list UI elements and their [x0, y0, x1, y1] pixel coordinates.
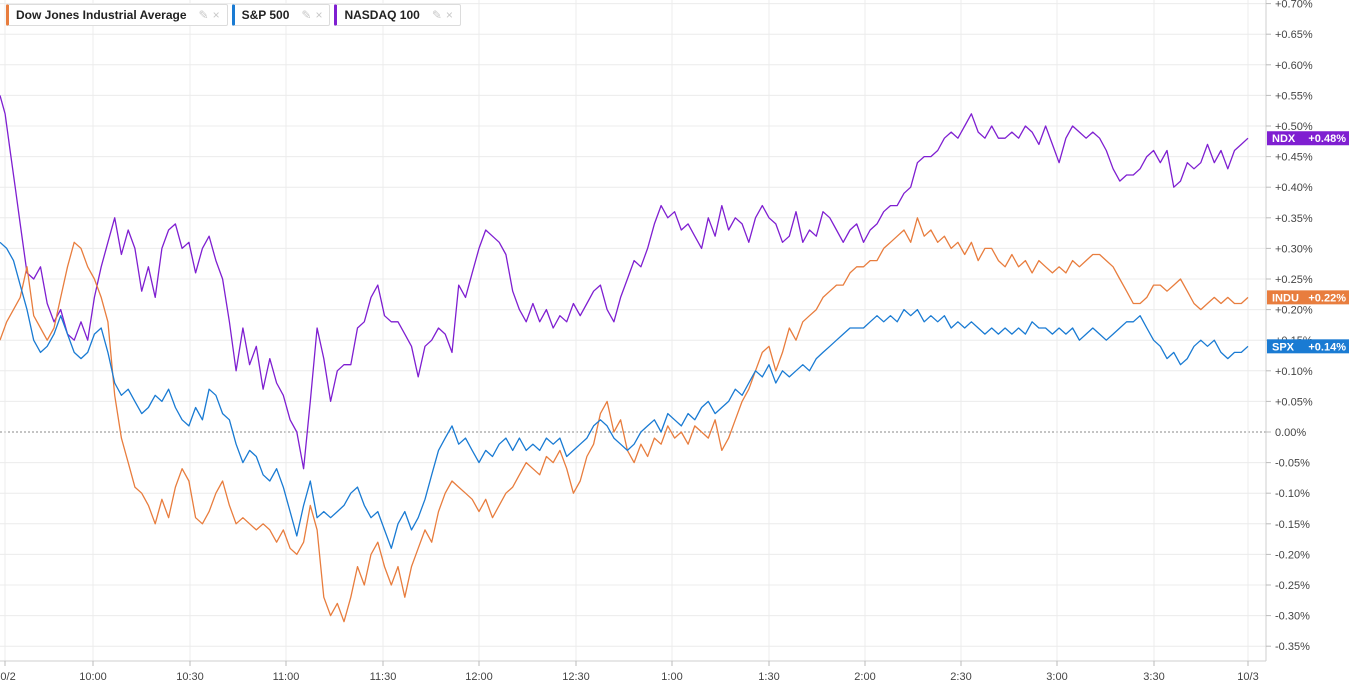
legend-item[interactable]: NASDAQ 100 ✎ ×: [334, 4, 461, 26]
legend-item[interactable]: S&P 500 ✎ ×: [231, 4, 331, 26]
value-tag-spx: SPX +0.14%: [1267, 339, 1349, 354]
y-tick-label: +0.60%: [1275, 60, 1313, 72]
x-tick-label: 2:30: [950, 671, 971, 683]
close-icon[interactable]: ×: [212, 8, 220, 22]
y-tick-label: +0.45%: [1275, 152, 1313, 164]
y-tick-label: +0.65%: [1275, 29, 1313, 41]
y-tick-label: -0.05%: [1275, 458, 1310, 470]
legend-item-label: S&P 500: [241, 8, 290, 22]
pin-icon[interactable]: ✎: [431, 8, 442, 22]
x-tick-label: 3:00: [1046, 671, 1067, 683]
series-line-ndx: [0, 95, 1249, 470]
y-tick-label: +0.05%: [1275, 396, 1313, 408]
value-tag-value: +0.14%: [1308, 341, 1346, 353]
y-tick-label: +0.35%: [1275, 213, 1313, 225]
x-tick-label: 2:00: [854, 671, 875, 683]
series-line-spx: [0, 241, 1249, 549]
pin-icon[interactable]: ✎: [198, 8, 209, 22]
x-axis: 10/2 10:00 10:30 11:00 11:30 12:00 12:30 1:00 1:…: [0, 660, 1266, 683]
legend-item-label: Dow Jones Industrial Average: [16, 8, 187, 22]
x-tick-label: 1:30: [758, 671, 779, 683]
value-tag-bg: [1267, 339, 1349, 354]
value-tag-symbol: NDX: [1272, 133, 1296, 145]
x-tick-label: 11:00: [273, 671, 300, 683]
legend-item[interactable]: Dow Jones Industrial Average ✎ ×: [6, 4, 228, 26]
y-tick-label: +0.70%: [1275, 0, 1313, 11]
y-tick-label: +0.10%: [1275, 366, 1313, 378]
value-tag-symbol: SPX: [1272, 341, 1295, 353]
y-tick-label: +0.30%: [1275, 243, 1313, 255]
y-tick-label: +0.20%: [1275, 305, 1313, 317]
y-tick-label: +0.40%: [1275, 182, 1313, 194]
x-tick-label: 10/2: [0, 671, 16, 683]
pin-icon[interactable]: ✎: [301, 8, 312, 22]
value-tag-value: +0.48%: [1308, 133, 1346, 145]
value-tag-indu: INDU +0.22%: [1267, 290, 1349, 305]
y-tick-label: +0.55%: [1275, 90, 1313, 102]
x-tick-label: 10:30: [176, 671, 204, 683]
value-tag-ndx: NDX +0.48%: [1267, 131, 1349, 146]
x-tick-label: 12:30: [562, 671, 590, 683]
y-tick-label: +0.25%: [1275, 274, 1313, 286]
close-icon[interactable]: ×: [445, 8, 453, 22]
y-tick-label: 0.00%: [1275, 427, 1306, 439]
x-tick-label: 3:30: [1143, 671, 1164, 683]
x-tick-label: 10/3: [1237, 671, 1258, 683]
y-tick-label: -0.20%: [1275, 549, 1310, 561]
value-tag-symbol: INDU: [1272, 292, 1299, 304]
y-axis: +0.70% +0.65% +0.60% +0.55% +0.50% +0.45% +0.4…: [1265, 0, 1313, 661]
grid-lines: [0, 0, 1266, 661]
x-tick-label: 10:00: [79, 671, 107, 683]
series-lines: [0, 95, 1249, 623]
close-icon[interactable]: ×: [315, 8, 323, 22]
x-tick-label: 11:30: [370, 671, 397, 683]
x-tick-label: 12:00: [465, 671, 493, 683]
legend-item-label: NASDAQ 100: [344, 8, 420, 22]
y-tick-label: -0.15%: [1275, 519, 1310, 531]
x-tick-label: 1:00: [661, 671, 682, 683]
value-tag-bg: [1267, 290, 1349, 305]
y-tick-label: -0.30%: [1275, 611, 1310, 623]
value-tags: NDX +0.48% INDU +0.22% SPX +0.14%: [1267, 131, 1349, 354]
series-line-indu: [0, 217, 1249, 623]
value-tag-value: +0.22%: [1308, 292, 1346, 304]
y-tick-label: -0.10%: [1275, 488, 1310, 500]
value-tag-bg: [1267, 131, 1349, 146]
y-tick-label: -0.25%: [1275, 580, 1310, 592]
y-tick-label: -0.35%: [1275, 641, 1310, 653]
y-tick-label: +0.50%: [1275, 121, 1313, 133]
chart-legend: Dow Jones Industrial Average ✎ × S&P 500 ✎ × N…: [6, 4, 461, 26]
